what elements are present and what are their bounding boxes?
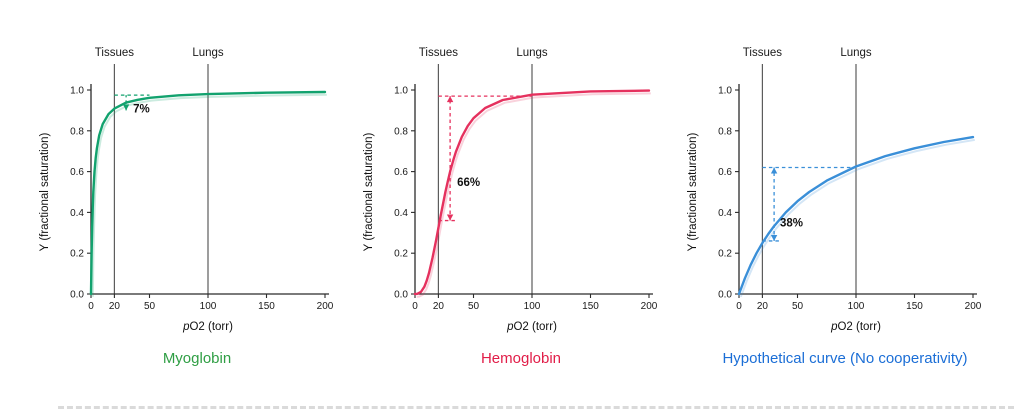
x-tick-label: 150 bbox=[906, 301, 923, 312]
chart-hemoglobin: Tissues Lungs 0 20 50 100 150 200 0.0 0.2 0.4 0.6 0.… bbox=[353, 42, 661, 367]
x-tick-label: 20 bbox=[433, 301, 445, 312]
chart-myoglobin: Tissues Lungs 0 20 50 100 150 200 0.0 0.2 0.4 0.6 0.… bbox=[29, 42, 337, 367]
chart-canvas-myoglobin: Tissues Lungs 0 20 50 100 150 200 0.0 0.2 0.4 0.6 0.… bbox=[39, 47, 333, 333]
x-tick-label: 0 bbox=[88, 301, 94, 312]
ref-label-lungs: Lungs bbox=[192, 47, 224, 59]
y-tick-label: 0.6 bbox=[70, 167, 84, 178]
y-tick-label: 1.0 bbox=[718, 86, 732, 97]
y-tick-label: 0.0 bbox=[718, 290, 732, 301]
curve-echo-hemoglobin bbox=[416, 92, 651, 298]
x-axis-label: pO2 (torr) bbox=[830, 321, 881, 333]
curve-hypothetical bbox=[737, 135, 975, 296]
ref-label-tissues: Tissues bbox=[419, 47, 458, 59]
x-tick-label: 100 bbox=[848, 301, 865, 312]
y-tick-label: 0.2 bbox=[718, 249, 732, 260]
x-tick-label: 50 bbox=[468, 301, 480, 312]
annotation-percent-label: 38% bbox=[780, 218, 803, 230]
x-tick-label: 20 bbox=[109, 301, 121, 312]
y-tick-label: 0.6 bbox=[394, 167, 408, 178]
x-tick-label: 200 bbox=[317, 301, 333, 312]
y-tick-label: 0.8 bbox=[718, 126, 732, 137]
x-tick-label: 50 bbox=[144, 301, 156, 312]
arrowhead-down-icon bbox=[122, 104, 130, 111]
x-tick-label: 0 bbox=[736, 301, 742, 312]
y-tick-label: 0.8 bbox=[70, 126, 84, 137]
x-tick-label: 20 bbox=[757, 301, 769, 312]
x-tick-label: 100 bbox=[524, 301, 541, 312]
chart-hypothetical: Tissues Lungs 0 20 50 100 150 200 0.0 0.2 0.4 0.6 0.… bbox=[677, 42, 985, 367]
y-tick-label: 0.4 bbox=[718, 208, 732, 219]
y-tick-label: 0.2 bbox=[70, 249, 84, 260]
y-axis-label: Y (fractional saturation) bbox=[39, 132, 51, 251]
x-tick-label: 100 bbox=[200, 301, 217, 312]
x-tick-label: 0 bbox=[412, 301, 418, 312]
y-tick-label: 0.4 bbox=[70, 208, 84, 219]
arrowhead-up-icon bbox=[770, 167, 778, 174]
y-axis-label: Y (fractional saturation) bbox=[687, 132, 699, 251]
y-tick-label: 1.0 bbox=[394, 86, 408, 97]
y-tick-label: 0.6 bbox=[718, 167, 732, 178]
x-tick-label: 150 bbox=[582, 301, 599, 312]
chart-title-myoglobin: Myoglobin bbox=[162, 350, 232, 367]
ref-label-tissues: Tissues bbox=[95, 47, 134, 59]
x-tick-label: 150 bbox=[258, 301, 275, 312]
curve-echo-hypothetical bbox=[739, 138, 975, 298]
chart-canvas-hypothetical: Tissues Lungs 0 20 50 100 150 200 0.0 0.2 0.4 0.6 0.… bbox=[687, 47, 981, 333]
y-tick-label: 0.8 bbox=[394, 126, 408, 137]
chart-title-hemoglobin: Hemoglobin bbox=[480, 350, 562, 367]
x-tick-label: 200 bbox=[641, 301, 657, 312]
chart-title-hypothetical: Hypothetical curve (No cooperativity) bbox=[722, 350, 968, 367]
y-tick-label: 1.0 bbox=[70, 86, 84, 97]
curve-echo-myoglobin bbox=[91, 93, 327, 297]
annotation-percent-label: 66% bbox=[457, 177, 480, 189]
ref-label-tissues: Tissues bbox=[743, 47, 782, 59]
arrowhead-up-icon bbox=[446, 96, 454, 103]
ref-label-lungs: Lungs bbox=[516, 47, 548, 59]
y-tick-label: 0.0 bbox=[394, 290, 408, 301]
charts-row: Tissues Lungs 0 20 50 100 150 200 0.0 0.2 0.4 0.6 0.… bbox=[29, 42, 985, 367]
y-tick-label: 0.2 bbox=[394, 249, 408, 260]
x-axis-label: pO2 (torr) bbox=[182, 321, 233, 333]
curve-myoglobin bbox=[89, 90, 327, 296]
chart-canvas-hemoglobin: Tissues Lungs 0 20 50 100 150 200 0.0 0.2 0.4 0.6 0.… bbox=[363, 47, 657, 333]
chart-plot-myoglobin: Tissues Lungs 0 20 50 100 150 200 0.0 0.2 0.4 0.6 0.… bbox=[33, 42, 333, 338]
annotation-percent-label: 7% bbox=[133, 103, 150, 115]
curve-hemoglobin bbox=[413, 89, 651, 296]
ref-label-lungs: Lungs bbox=[840, 47, 872, 59]
bottom-dashed-divider bbox=[58, 406, 1014, 409]
x-axis-label: pO2 (torr) bbox=[506, 321, 557, 333]
x-tick-label: 200 bbox=[965, 301, 981, 312]
chart-plot-hypothetical: Tissues Lungs 0 20 50 100 150 200 0.0 0.2 0.4 0.6 0.… bbox=[681, 42, 981, 338]
chart-plot-hemoglobin: Tissues Lungs 0 20 50 100 150 200 0.0 0.2 0.4 0.6 0.… bbox=[357, 42, 657, 338]
y-axis-label: Y (fractional saturation) bbox=[363, 132, 375, 251]
arrowhead-down-icon bbox=[770, 234, 778, 241]
arrowhead-down-icon bbox=[446, 214, 454, 221]
x-tick-label: 50 bbox=[792, 301, 804, 312]
y-tick-label: 0.0 bbox=[70, 290, 84, 301]
y-tick-label: 0.4 bbox=[394, 208, 408, 219]
